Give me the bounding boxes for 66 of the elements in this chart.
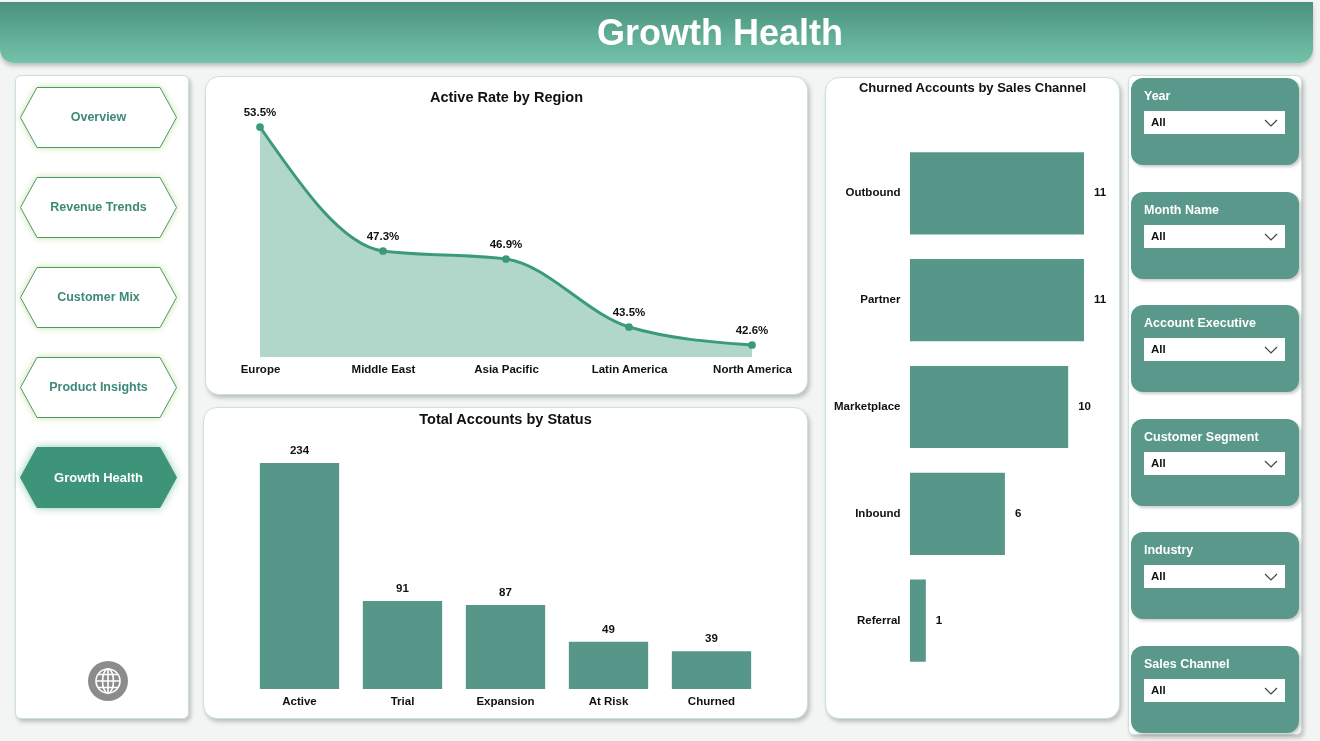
x-tick-label: Expansion [476, 694, 535, 707]
point [748, 341, 756, 349]
y-tick-label: Outbound [845, 186, 901, 199]
dropdown-field: All [1144, 338, 1285, 362]
bar [362, 601, 443, 689]
dropdown-field: All [1144, 224, 1285, 248]
y-tick-label: Marketplace [834, 400, 901, 412]
chart-title: Churned Accounts by Sales Channel [858, 80, 1087, 95]
dropdown-field: All [1144, 565, 1285, 589]
data-label: 53.5% [243, 106, 277, 118]
filter-card: Industry All [1131, 532, 1299, 620]
x-tick-label: North America [713, 362, 793, 375]
data-label: 87 [499, 585, 512, 598]
chart-title: Total Accounts by Status [419, 410, 592, 427]
data-label: 46.9% [489, 238, 523, 250]
data-label: 39 [705, 632, 718, 645]
filter-card: Year All [1131, 78, 1299, 165]
bar [910, 472, 1005, 555]
point [625, 323, 633, 331]
bar [259, 463, 340, 689]
data-label: 11 [1094, 186, 1107, 199]
x-tick-label: Active [282, 694, 317, 707]
x-tick-label: Middle East [351, 362, 416, 375]
y-tick-label: Referral [857, 613, 901, 626]
bar [465, 604, 546, 689]
data-label: 43.5% [612, 306, 646, 318]
y-tick-label: Partner [860, 293, 902, 306]
data-label: 10 [1078, 400, 1091, 412]
data-label: 6 [1014, 506, 1022, 519]
dropdown-field: All [1144, 451, 1285, 475]
x-tick-label: Churned [687, 694, 736, 707]
point [256, 123, 264, 131]
data-label: 42.6% [735, 324, 769, 336]
x-tick-label: Latin America [591, 362, 668, 375]
bar [568, 641, 649, 689]
point [502, 255, 510, 263]
nav-button: Product Insights [20, 357, 177, 418]
bar [910, 365, 1069, 449]
bar [671, 651, 752, 689]
dropdown-field: All [1144, 111, 1285, 134]
x-tick-label: At Risk [588, 694, 629, 707]
chart-title: Active Rate by Region [429, 88, 584, 105]
data-label: 49 [602, 622, 615, 635]
data-label: 1 [935, 613, 943, 626]
filter-card: Account Executive All [1131, 305, 1299, 393]
data-label: 11 [1094, 293, 1107, 306]
bar [910, 579, 926, 662]
text: Growth Health [596, 12, 844, 54]
nav-button: Revenue Trends [20, 177, 177, 238]
point [379, 247, 387, 255]
bar [910, 152, 1084, 235]
x-tick-label: Trial [390, 694, 415, 707]
bar [910, 259, 1084, 342]
data-label: 47.3% [366, 230, 400, 242]
y-tick-label: Inbound [855, 506, 901, 519]
filter-card: Customer Segment All [1131, 418, 1299, 506]
data-label: 91 [396, 582, 410, 595]
dropdown-field: All [1144, 679, 1285, 702]
nav-button: Overview [20, 87, 177, 148]
filter-card: Month Name All [1131, 191, 1299, 279]
filter-card: Sales Channel All [1131, 646, 1299, 733]
nav-button: Customer Mix [20, 267, 177, 328]
x-tick-label: Asia Pacific [474, 362, 540, 375]
x-tick-label: Europe [240, 362, 281, 375]
data-label: 234 [289, 444, 310, 456]
nav-button: Growth Health [20, 447, 177, 508]
